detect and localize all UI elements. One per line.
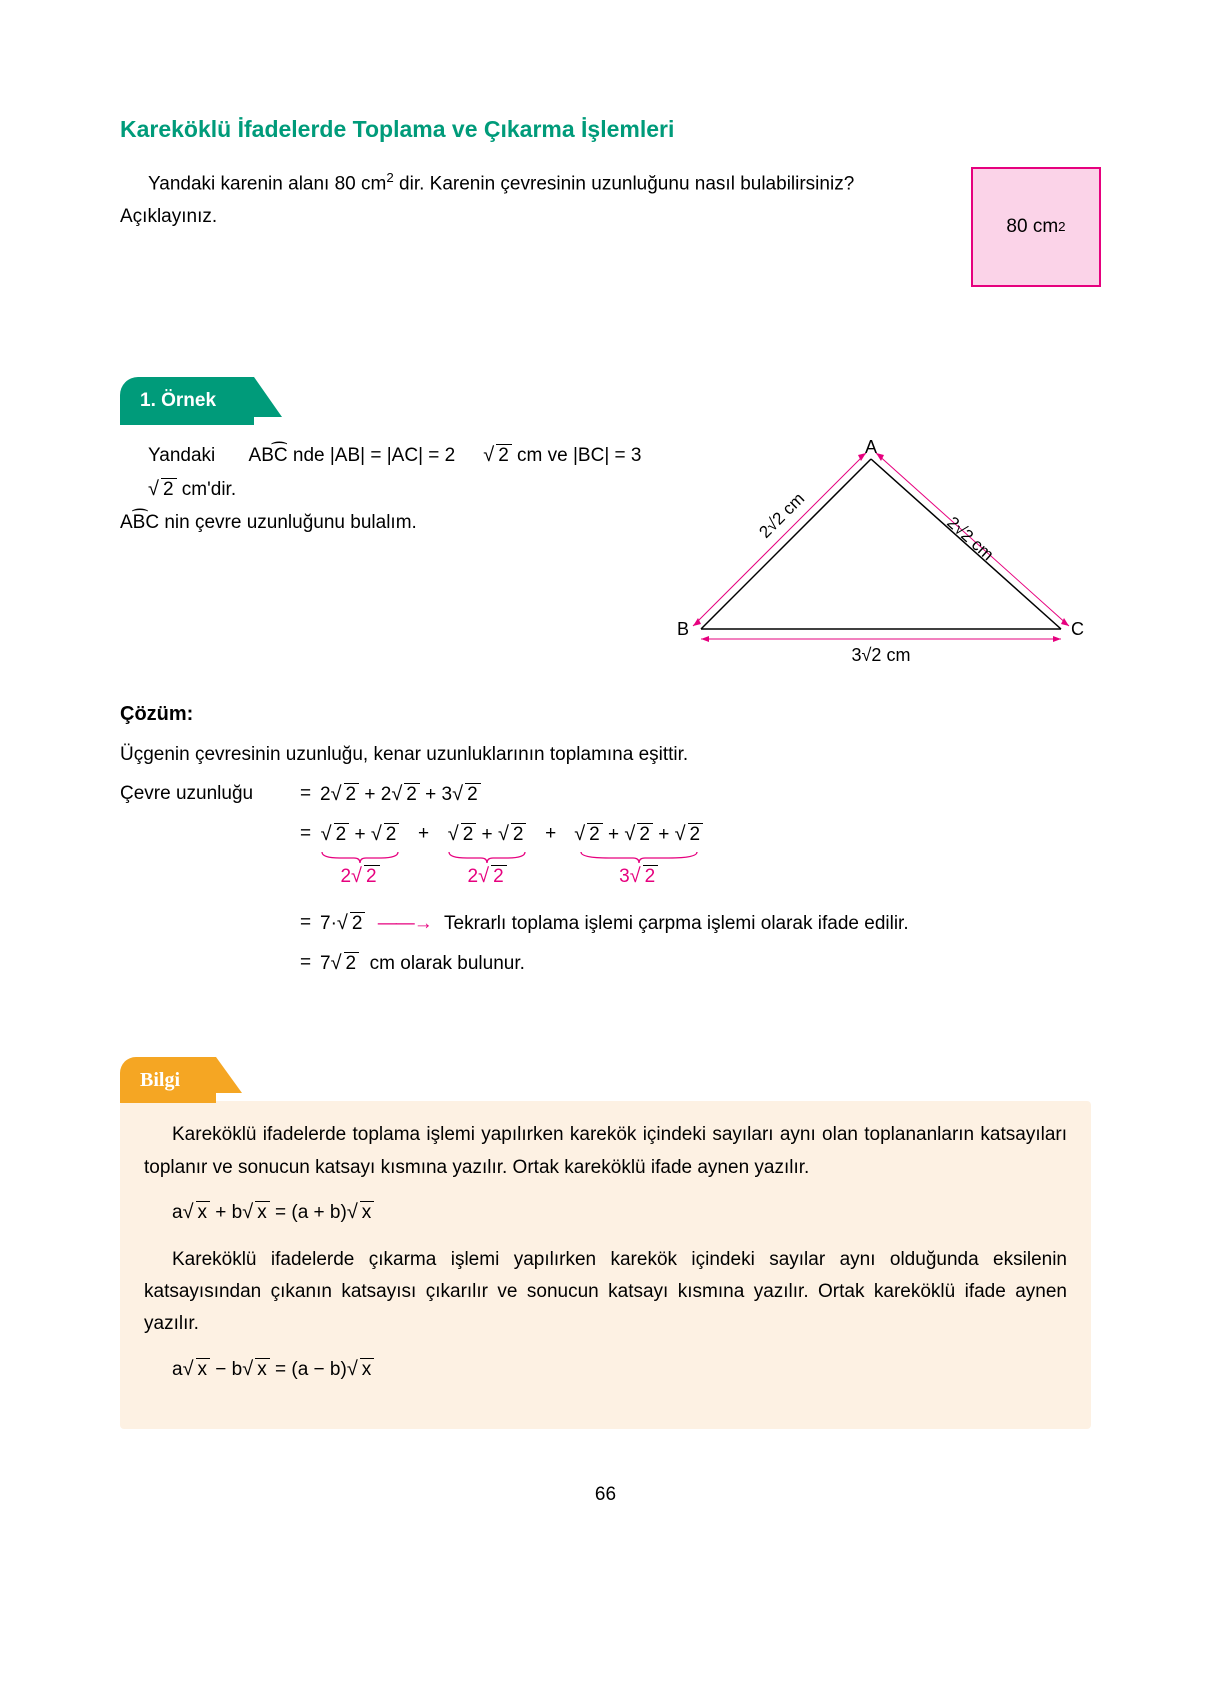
underbrace-group: 2 + 2 + 2 32 (574, 818, 703, 894)
underbrace-group: 2 + 2 22 (320, 818, 400, 894)
txt: Yandaki (148, 445, 221, 466)
info-p2: Kareköklü ifadelerde çıkarma işlemi yapı… (144, 1244, 1067, 1341)
svg-text:C: C (1071, 619, 1084, 639)
info-tab: Bilgi (120, 1057, 216, 1103)
example-tab: 1. Örnek (120, 377, 254, 425)
page-number: 66 (120, 1479, 1091, 1511)
example-body: Yandaki ABC nde |AB| = |AC| = 22 cm ve |… (120, 439, 1091, 981)
underbrace-group: 2 + 2 22 (447, 818, 527, 894)
square-figure: 80 cm2 (971, 167, 1101, 287)
solution-intro: Üçgenin çevresinin uzunluğu, kenar uzunl… (120, 739, 1091, 771)
intro-section: Yandaki karenin alanı 80 cm2 dir. Kareni… (120, 167, 1091, 287)
triangle-figure: A B C 2√2 cm 2√2 cm 3√2 cm (671, 439, 1091, 669)
eq-label: Çevre uzunluğu (120, 778, 300, 810)
solution-heading: Çözüm: (120, 697, 1091, 731)
info-formula-1: ax + bx = (a + b)x (172, 1196, 1067, 1230)
svg-text:2√2 cm: 2√2 cm (755, 489, 808, 542)
svg-text:2√2 cm: 2√2 cm (943, 513, 997, 564)
example-text: Yandaki ABC nde |AB| = |AC| = 22 cm ve |… (120, 439, 651, 539)
txt: nde |AB| = |AC| = 2 (288, 445, 456, 466)
info-p1: Kareköklü ifadelerde toplama işlemi yapı… (144, 1119, 1067, 1184)
svg-text:A: A (865, 439, 877, 457)
info-box: Kareköklü ifadelerde toplama işlemi yapı… (120, 1101, 1091, 1428)
equation-block: Çevre uzunluğu = 22 + 22 + 32 = 2 + 2 22… (120, 778, 1091, 982)
txt: nin çevre uzunluğunu bulalım. (159, 512, 417, 533)
info-formula-2: ax − bx = (a − b)x (172, 1353, 1067, 1387)
page-title: Kareköklü İfadelerde Toplama ve Çıkarma … (120, 110, 1091, 149)
svg-text:B: B (677, 619, 689, 639)
step-note: Tekrarlı toplama işlemi çarpma işlemi ol… (444, 913, 909, 934)
txt: cm ve |BC| = 3 (512, 445, 642, 466)
txt: cm'dir. (177, 479, 237, 500)
svg-text:3√2 cm: 3√2 cm (852, 645, 911, 665)
intro-text: Yandaki karenin alanı 80 cm2 dir. Kareni… (120, 167, 941, 233)
